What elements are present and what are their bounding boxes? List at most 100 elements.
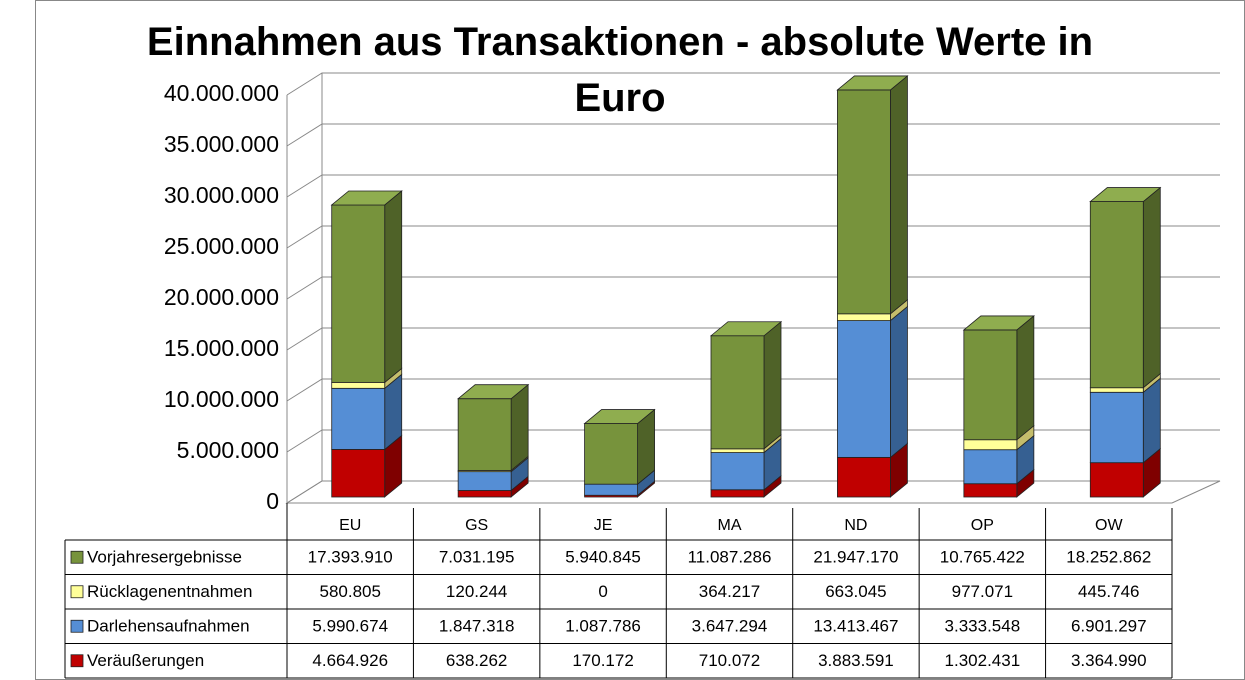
y-tick-label: 0	[266, 488, 279, 514]
y-tick-label: 20.000.000	[164, 284, 279, 310]
value-label: 7.031.195	[439, 548, 515, 567]
value-label: 4.664.926	[312, 651, 388, 670]
bar	[331, 449, 386, 498]
bar-side	[1142, 186, 1161, 389]
value-label: 977.071	[952, 582, 1013, 601]
value-label: 11.087.286	[688, 548, 772, 567]
bar-segment	[837, 305, 908, 459]
legend-label: Rücklagenentnahmen	[87, 582, 252, 601]
x-tick-label: OP	[971, 517, 994, 534]
value-label: 170.172	[572, 651, 633, 670]
x-tick-label: MA	[718, 517, 742, 534]
value-label: 3.883.591	[818, 651, 894, 670]
legend-label: Vorjahresergebnisse	[87, 548, 242, 567]
bar-segment	[330, 190, 403, 384]
value-label: 5.990.674	[312, 617, 388, 636]
y-tick-label: 10.000.000	[164, 386, 279, 412]
bar	[331, 381, 386, 389]
bar-side	[1016, 315, 1035, 441]
bar	[837, 320, 891, 458]
bar	[710, 489, 765, 498]
bar-top	[457, 384, 530, 400]
legend-key	[70, 619, 84, 633]
y-tick-label: 35.000.000	[164, 131, 279, 157]
bar-segment	[710, 437, 782, 491]
bar	[837, 456, 891, 498]
bar	[331, 204, 386, 383]
bar-segment	[1089, 186, 1162, 389]
value-label: 120.244	[446, 582, 507, 601]
y-tick-label: 30.000.000	[164, 182, 279, 208]
bar-segment	[457, 383, 530, 472]
legend-label: Veräußerungen	[87, 651, 204, 670]
bar	[963, 329, 1018, 441]
value-label: 3.333.548	[945, 617, 1021, 636]
bar-top	[962, 315, 1035, 331]
x-tick-label: EU	[339, 517, 361, 534]
bar-segment	[1089, 447, 1161, 498]
bar-side	[510, 383, 529, 472]
value-label: 21.947.170	[813, 548, 898, 567]
bar	[1089, 201, 1144, 389]
bar	[1089, 391, 1144, 464]
chart-title: Einnahmen aus Transaktionen - absolute W…	[146, 20, 1094, 120]
value-label: 6.901.297	[1071, 617, 1147, 636]
bar-segment	[331, 434, 403, 498]
grid-line	[286, 174, 1220, 198]
bar-top	[330, 190, 403, 206]
grid-line	[286, 123, 1220, 147]
bar	[331, 387, 386, 450]
value-label: 638.262	[446, 651, 507, 670]
bar-segment	[709, 320, 783, 450]
bar	[837, 89, 891, 315]
y-tick-label: 25.000.000	[164, 233, 279, 259]
bar	[837, 313, 891, 321]
value-label: 445.746	[1078, 582, 1139, 601]
bar	[710, 448, 765, 453]
legend-key	[70, 654, 84, 668]
value-label: 13.413.467	[813, 617, 898, 636]
bar-side	[384, 190, 403, 384]
legend-label: Darlehensaufnahmen	[87, 617, 250, 636]
bar-top	[709, 321, 783, 337]
bar	[963, 449, 1018, 485]
bar	[457, 471, 512, 491]
bar	[1089, 462, 1144, 498]
value-label: 364.217	[699, 582, 760, 601]
value-label: 1.302.431	[945, 651, 1021, 670]
bar-segment	[331, 373, 403, 451]
bar-segment	[1089, 377, 1161, 464]
value-label: 663.045	[825, 582, 886, 601]
legend-key	[70, 550, 84, 564]
bar	[710, 335, 765, 450]
x-tick-label: GS	[465, 517, 488, 534]
value-label: 5.940.845	[565, 548, 641, 567]
grid-line	[286, 225, 1220, 249]
bar-segment	[583, 408, 656, 486]
bar-top	[1089, 187, 1162, 202]
bar	[457, 490, 512, 498]
y-tick-label: 40.000.000	[164, 80, 279, 106]
y-tick-label: 5.000.000	[177, 437, 279, 463]
x-tick-label: JE	[594, 517, 613, 534]
bar	[710, 452, 765, 491]
value-label: 3.364.990	[1071, 651, 1147, 670]
value-label: 710.072	[699, 651, 760, 670]
value-label: 580.805	[319, 582, 380, 601]
value-label: 10.765.422	[940, 548, 1025, 567]
bar	[584, 423, 638, 485]
value-label: 3.647.294	[692, 617, 768, 636]
x-tick-label: ND	[844, 517, 867, 534]
bar-side	[890, 305, 908, 459]
bar	[963, 439, 1018, 451]
x-tick-label: OW	[1095, 517, 1123, 534]
bar	[1089, 387, 1144, 393]
bar-side	[763, 320, 782, 450]
value-label: 18.252.862	[1066, 548, 1151, 567]
value-label: 1.847.318	[439, 617, 515, 636]
bar-segment	[836, 75, 909, 315]
value-label: 0	[598, 582, 607, 601]
grid-line	[286, 276, 1220, 300]
